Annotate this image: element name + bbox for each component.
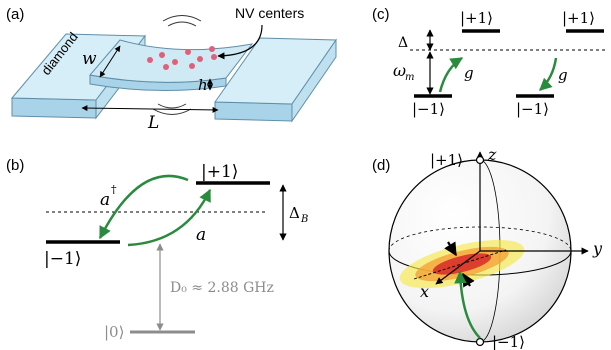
d-top-state: |+1⟩ bbox=[430, 151, 463, 169]
x-axis-label: x bbox=[420, 282, 429, 301]
b-plus-state: |+1⟩ bbox=[201, 162, 238, 182]
nv-dot bbox=[211, 54, 217, 60]
c-coupling-arrow-up bbox=[438, 56, 464, 93]
b-annihilation-op: a bbox=[196, 225, 206, 245]
nv-dot bbox=[185, 49, 191, 55]
nv-dot bbox=[189, 63, 195, 69]
squeeze-arrow-upper bbox=[444, 241, 457, 257]
north-pole-marker bbox=[475, 155, 485, 165]
panel-c: (c) |+1⟩ |+1⟩ |−1⟩ |−1⟩ Δ ω m g g bbox=[372, 6, 608, 118]
length-dimension-arrow bbox=[81, 105, 219, 113]
b-creation-arc bbox=[98, 174, 189, 240]
d-trajectory-arrow bbox=[454, 270, 481, 339]
c-coupling-arrow-down bbox=[539, 57, 558, 91]
nv-dot bbox=[197, 56, 203, 62]
panel-d-label: (d) bbox=[372, 157, 390, 174]
panel-b-label: (b) bbox=[6, 157, 24, 174]
nv-callout-arrow bbox=[217, 24, 263, 60]
c-coupling-left: g bbox=[464, 64, 474, 82]
height-symbol: h bbox=[198, 76, 208, 94]
length-symbol: L bbox=[147, 113, 159, 133]
d-bottom-state: |−1⟩ bbox=[492, 333, 525, 350]
width-symbol: w bbox=[82, 49, 97, 69]
b-zero-field-splitting: D₀ ≈ 2.88 GHz bbox=[170, 280, 274, 296]
squeeze-axis bbox=[413, 249, 507, 280]
panel-c-label: (c) bbox=[372, 6, 390, 23]
nv-dot bbox=[147, 57, 153, 63]
south-pole-marker bbox=[475, 337, 485, 347]
b-creation-dagger: † bbox=[111, 183, 117, 196]
panel-d: (d) z y x |+1⟩ |−1⟩ bbox=[372, 145, 603, 350]
b-delta-subscript: B bbox=[300, 214, 308, 225]
y-axis-label: y bbox=[592, 239, 603, 258]
c-mechanical-sub: m bbox=[405, 72, 414, 83]
nv-centers-callout: NV centers bbox=[235, 5, 304, 21]
c-mechanical-freq: ω bbox=[393, 61, 406, 80]
c-coupling-right: g bbox=[558, 66, 568, 84]
nv-dot bbox=[209, 46, 215, 52]
b-creation-op: a bbox=[100, 190, 110, 210]
b-minus-state: |−1⟩ bbox=[44, 249, 81, 269]
diamond-beam bbox=[89, 39, 254, 92]
c-plus-state-right: |+1⟩ bbox=[562, 9, 595, 27]
nv-center-dots bbox=[147, 46, 217, 70]
c-plus-state-left: |+1⟩ bbox=[460, 9, 493, 27]
c-minus-state-left: |−1⟩ bbox=[412, 100, 445, 118]
nv-dot bbox=[159, 52, 165, 58]
c-minus-state-right: |−1⟩ bbox=[516, 100, 549, 118]
nv-dot bbox=[172, 59, 178, 65]
x-axis bbox=[435, 250, 481, 285]
panel-b: (b) |+1⟩ |−1⟩ |0⟩ D₀ ≈ 2.88 GHz a † a Δ … bbox=[6, 157, 308, 341]
right-support-block bbox=[214, 37, 337, 123]
z-axis-label: z bbox=[487, 145, 497, 164]
c-detuning: Δ bbox=[398, 35, 408, 51]
panel-a: (a) diamond bbox=[6, 5, 337, 133]
b-delta-symbol: Δ bbox=[289, 204, 300, 222]
b-zero-state: |0⟩ bbox=[104, 323, 124, 341]
nv-dot bbox=[163, 64, 169, 70]
b-annihilation-arc bbox=[127, 188, 212, 247]
width-dimension-arrow bbox=[99, 45, 121, 78]
panel-a-label: (a) bbox=[6, 6, 24, 23]
